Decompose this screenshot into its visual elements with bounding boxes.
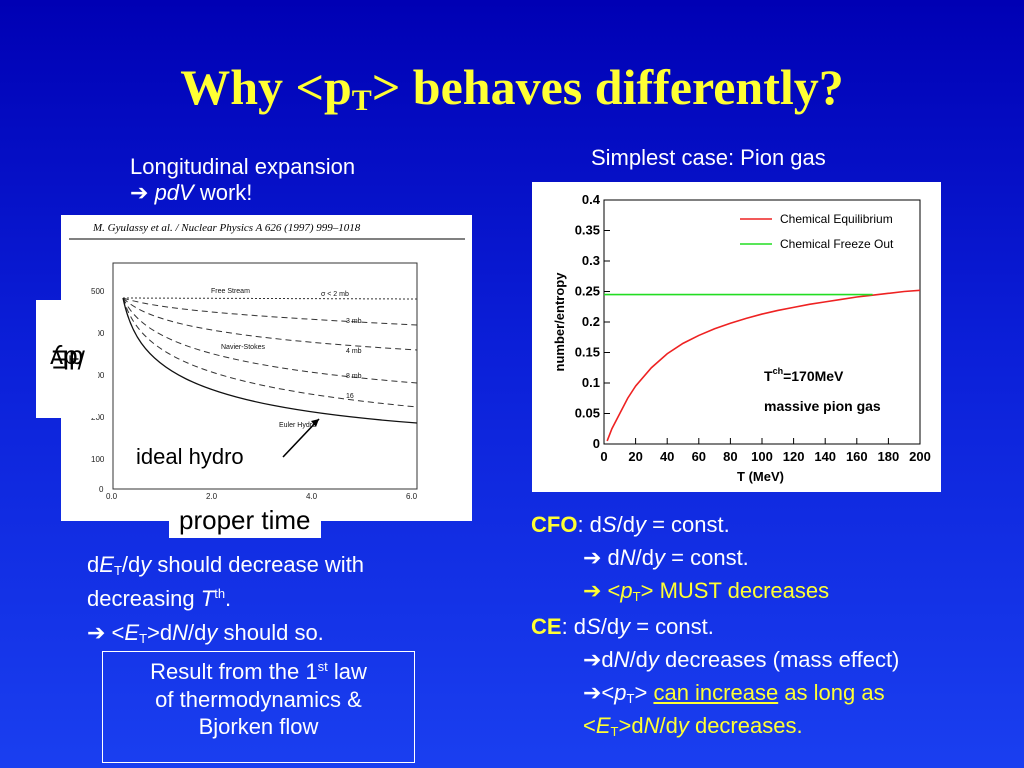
pion-y-tick: 0.15 bbox=[575, 345, 600, 360]
pion-y-tick: 0.3 bbox=[582, 253, 600, 268]
pion-y-ticks: 0 0.05 0.1 0.15 0.2 0.25 0.3 0.35 0.4 bbox=[575, 192, 610, 451]
pion-chart: 0 0.05 0.1 0.15 0.2 0.25 0.3 0.35 0.4 0 20 40 60 80 1… bbox=[552, 192, 931, 484]
pion-x-tick: 140 bbox=[814, 449, 836, 464]
chemical-equilibrium-line bbox=[606, 289, 921, 442]
det-line1: dET/dy should decrease with bbox=[87, 552, 365, 578]
pion-gas-header: Simplest case: Pion gas bbox=[591, 145, 826, 170]
pion-y-tick: 0.4 bbox=[582, 192, 601, 207]
massive-pion-gas-annotation: massive pion gas bbox=[764, 398, 881, 414]
pion-x-ticks: 0 20 40 60 80 100 120 140 160 180 200 bbox=[600, 438, 931, 464]
pion-y-tick: 0.1 bbox=[582, 375, 600, 390]
x-tick-4: 4.0 bbox=[306, 492, 318, 501]
y-tick-0: 0 bbox=[99, 485, 104, 494]
ideal-hydro-arrow bbox=[282, 418, 320, 458]
label-4mb: 4 mb bbox=[346, 348, 362, 355]
label-euler-hydro: Euler Hydro bbox=[279, 422, 316, 429]
cfo-block: CFO: dS/dy = const. ➔ dN/dy = const. ➔ <… bbox=[531, 508, 829, 607]
result-line2: of thermodynamics & bbox=[155, 686, 362, 712]
pion-x-tick: 100 bbox=[751, 449, 773, 464]
result-line3: Bjorken flow bbox=[198, 714, 319, 739]
expansion-note: Longitudinal expansion ➔ pdV work! bbox=[130, 154, 355, 207]
x-tick-6: 6.0 bbox=[406, 492, 418, 501]
ce-line4: <ET>dN/dy decreases. bbox=[583, 713, 803, 739]
pion-y-tick: 0.2 bbox=[582, 314, 600, 329]
pion-x-tick: 200 bbox=[909, 449, 931, 464]
slide-title: Why <pT> behaves differently? bbox=[180, 59, 844, 117]
pion-x-tick: 0 bbox=[600, 449, 607, 464]
curve-3mb bbox=[122, 297, 418, 326]
ce-line2: ➔dN/dy decreases (mass effect) bbox=[583, 647, 900, 672]
cfo-line1: CFO: dS/dy = const. bbox=[531, 512, 730, 537]
euler-hydro-curve bbox=[122, 297, 418, 424]
pion-x-tick: 120 bbox=[783, 449, 805, 464]
pion-y-tick: 0.25 bbox=[575, 284, 600, 299]
figure-citation: M. Gyulassy et al. / Nuclear Physics A 6… bbox=[92, 222, 361, 234]
proper-time-label: proper time bbox=[169, 504, 321, 538]
y-tick-100: 100 bbox=[91, 455, 105, 464]
expansion-line2: ➔ pdV work! bbox=[130, 180, 253, 206]
label-8mb: 8 mb bbox=[346, 373, 362, 380]
det-line2: decreasing Tth. bbox=[87, 586, 232, 612]
pion-series bbox=[604, 289, 921, 442]
pion-y-tick: 0.35 bbox=[575, 223, 600, 238]
pion-x-tick: 180 bbox=[878, 449, 900, 464]
expansion-line1: Longitudinal expansion bbox=[130, 154, 356, 179]
hydro-figure: M. Gyulassy et al. / Nuclear Physics A 6… bbox=[69, 222, 465, 501]
pion-y-label: number/entropy bbox=[552, 272, 567, 372]
pion-x-tick: 20 bbox=[628, 449, 642, 464]
x-tick-0: 0.0 bbox=[106, 492, 118, 501]
figure-frame bbox=[112, 262, 418, 490]
curve-8mb bbox=[122, 297, 418, 384]
pion-x-tick: 40 bbox=[660, 449, 674, 464]
label-free-stream: Free Stream bbox=[211, 288, 250, 295]
det-line3: ➔ <ET>dN/dy should so. bbox=[87, 620, 324, 647]
legend-ce-label: Chemical Equilibrium bbox=[780, 212, 893, 226]
tch-annotation: Tch=170MeV bbox=[764, 366, 844, 384]
ideal-hydro-arrowhead bbox=[311, 419, 319, 427]
figure-x-ticks: 0.0 2.0 4.0 6.0 bbox=[106, 492, 418, 501]
label-3mb: 3 mb bbox=[346, 318, 362, 325]
result-line1: Result from the 1st law bbox=[150, 659, 367, 684]
curve-4mb bbox=[122, 297, 418, 351]
label-navier-stokes: Navier-Stokes bbox=[221, 344, 265, 351]
result-box: Result from the 1st law of thermodynamic… bbox=[102, 651, 415, 763]
legend-cfo-label: Chemical Freeze Out bbox=[780, 237, 894, 251]
curve-labels: Free Stream σ < 2 mb 3 mb Navier-Stokes … bbox=[211, 288, 362, 429]
ideal-hydro-label: ideal hydro bbox=[133, 443, 247, 471]
pion-y-tick: 0.05 bbox=[575, 406, 600, 421]
pion-x-tick: 160 bbox=[846, 449, 868, 464]
det-statement: dET/dy should decrease with decreasing T… bbox=[87, 548, 364, 650]
x-tick-2: 2.0 bbox=[206, 492, 218, 501]
det-dy-label-box: dE T/dy bbox=[36, 300, 98, 418]
free-stream-curve bbox=[122, 297, 418, 300]
ce-line3: ➔<pT> can increase as long as bbox=[583, 680, 885, 706]
pion-x-tick: 60 bbox=[692, 449, 706, 464]
pion-chart-panel: 0 0.05 0.1 0.15 0.2 0.25 0.3 0.35 0.4 0 20 40 60 80 1… bbox=[532, 182, 941, 492]
cfo-line3: ➔ <pT> MUST decreases bbox=[583, 578, 830, 604]
hydro-figure-panel: M. Gyulassy et al. / Nuclear Physics A 6… bbox=[61, 215, 472, 521]
curve-16mb bbox=[122, 297, 418, 408]
pion-x-label: T (MeV) bbox=[737, 469, 784, 484]
pion-y-tick: 0 bbox=[593, 436, 600, 451]
det-dy-label: dE T/dy bbox=[49, 344, 85, 375]
label-sigma2: σ < 2 mb bbox=[321, 291, 349, 298]
ce-block: CE: dS/dy = const. ➔dN/dy decreases (mas… bbox=[531, 610, 899, 742]
y-tick-500: 500 bbox=[91, 287, 105, 296]
ce-line1: CE: dS/dy = const. bbox=[531, 614, 714, 639]
label-16: 16 bbox=[346, 393, 354, 400]
pion-x-tick: 80 bbox=[723, 449, 737, 464]
cfo-line2: ➔ dN/dy = const. bbox=[583, 545, 749, 570]
